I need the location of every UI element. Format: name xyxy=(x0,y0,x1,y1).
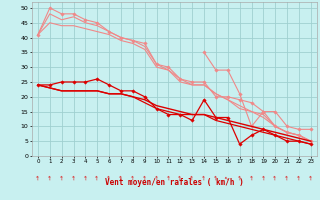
Text: ↗: ↗ xyxy=(46,175,53,182)
Text: ↗: ↗ xyxy=(189,175,196,182)
Text: ↗: ↗ xyxy=(260,175,267,182)
Text: ↗: ↗ xyxy=(248,175,255,182)
Text: ↗: ↗ xyxy=(236,175,243,182)
Text: ↗: ↗ xyxy=(141,175,148,182)
Text: ↗: ↗ xyxy=(165,175,172,182)
Text: ↗: ↗ xyxy=(35,175,41,182)
Text: ↗: ↗ xyxy=(106,175,113,182)
Text: ↗: ↗ xyxy=(212,175,219,182)
Text: ↗: ↗ xyxy=(177,175,184,182)
Text: ↗: ↗ xyxy=(130,175,136,182)
Text: ↗: ↗ xyxy=(117,175,124,182)
Text: ↗: ↗ xyxy=(58,175,65,182)
Text: ↗: ↗ xyxy=(284,175,291,182)
Text: ↗: ↗ xyxy=(296,175,302,182)
Text: ↗: ↗ xyxy=(272,175,279,182)
Text: ↗: ↗ xyxy=(201,175,207,182)
Text: ↗: ↗ xyxy=(153,175,160,182)
Text: ↗: ↗ xyxy=(94,175,101,182)
X-axis label: Vent moyen/en rafales ( km/h ): Vent moyen/en rafales ( km/h ) xyxy=(105,178,244,187)
Text: ↗: ↗ xyxy=(308,175,314,182)
Text: ↑: ↑ xyxy=(224,175,231,182)
Text: ↗: ↗ xyxy=(70,175,77,182)
Text: ↗: ↗ xyxy=(82,175,89,182)
